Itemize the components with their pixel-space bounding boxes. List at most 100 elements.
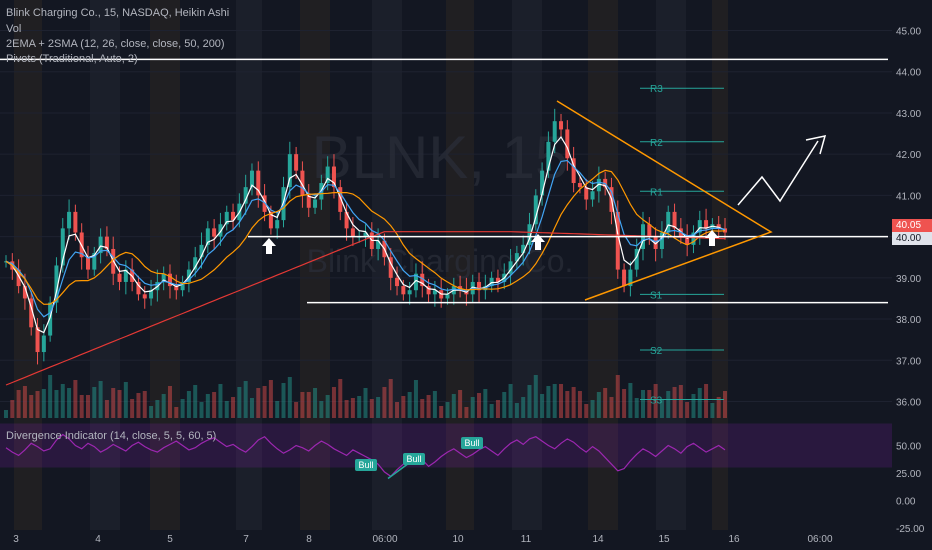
volume-bar-103 [653, 384, 658, 418]
divergence-legend[interactable]: Divergence Indicator (14, close, 5, 5, 6… [6, 430, 217, 442]
pivots-legend[interactable]: Pivots (Traditional, Auto, 2) [6, 53, 138, 65]
pivot-label-R2: R2 [650, 138, 663, 149]
volume-bar-90 [571, 387, 576, 418]
volume-bar-80 [508, 384, 513, 418]
candle-body-16 [104, 236, 109, 249]
candle-body-2 [16, 269, 21, 287]
candle-body-9 [60, 228, 65, 266]
time-tick-1: 4 [95, 534, 101, 545]
volume-bar-110 [697, 388, 702, 418]
volume-bar-93 [590, 400, 595, 418]
volume-bar-53 [338, 379, 343, 418]
sma200-line [5, 231, 726, 386]
candle-body-83 [527, 224, 532, 245]
volume-bar-77 [489, 404, 494, 418]
volume-bar-99 [628, 383, 633, 418]
pivot-label-R1: R1 [650, 187, 663, 198]
osc-tick-1: 25.00 [896, 469, 921, 480]
volume-bar-111 [704, 384, 709, 418]
symbol-legend[interactable]: Blink Charging Co., 15, NASDAQ, Heikin A… [6, 7, 230, 19]
candle-body-59 [376, 240, 381, 249]
volume-bar-114 [723, 391, 727, 418]
candle-body-77 [489, 277, 494, 287]
candle-body-113 [716, 224, 721, 229]
volume-bar-109 [691, 394, 696, 418]
bull-label-0: Bull [358, 460, 373, 470]
price-tick-2: 43.00 [896, 109, 921, 120]
candle-body-13 [85, 257, 90, 270]
candle-body-53 [338, 187, 343, 212]
candle-body-43 [275, 220, 280, 229]
volume-bar-1 [10, 400, 15, 418]
volume-bar-72 [458, 390, 463, 418]
volume-bar-7 [48, 375, 53, 418]
candle-body-27 [174, 286, 179, 291]
volume-bar-46 [294, 402, 299, 418]
up-arrow-icon-1 [531, 234, 545, 250]
volume-bar-59 [376, 397, 381, 418]
candle-body-45 [287, 154, 292, 188]
volume-bar-23 [149, 406, 154, 418]
volume-bar-27 [174, 407, 179, 418]
volume-bar-12 [79, 395, 84, 418]
volume-bar-75 [477, 393, 482, 418]
bull-label-box-0 [355, 459, 377, 471]
volume-bar-96 [609, 397, 614, 418]
volume-bar-10 [67, 388, 72, 418]
volume-bar-106 [672, 387, 677, 418]
volume-bar-36 [231, 397, 236, 418]
candle-body-14 [92, 253, 97, 270]
time-tick-11: 06:00 [807, 534, 832, 545]
candle-body-6 [41, 335, 46, 353]
volume-bar-98 [622, 389, 627, 418]
ema-sma-legend[interactable]: 2EMA + 2SMA (12, 26, close, close, 50, 2… [6, 38, 225, 50]
volume-bar-65 [413, 380, 418, 418]
candle-body-42 [268, 211, 273, 229]
volume-legend[interactable]: Vol [6, 23, 22, 35]
candle-body-82 [521, 244, 526, 254]
candle-body-57 [363, 232, 368, 237]
volume-bar-20 [130, 399, 135, 418]
candle-body-64 [407, 290, 412, 295]
volume-bar-26 [167, 386, 172, 418]
candle-body-85 [540, 170, 545, 196]
osc-tick-0: 50.00 [896, 442, 921, 453]
time-tick-4: 8 [306, 534, 312, 545]
volume-bar-41 [262, 386, 267, 418]
volume-bar-51 [325, 395, 330, 418]
candle-body-103 [653, 236, 658, 249]
ema12-line [5, 135, 726, 334]
candle-body-88 [559, 121, 564, 130]
candle-body-106 [672, 211, 677, 229]
volume-bar-5 [35, 391, 40, 418]
price-tick-3: 42.00 [896, 150, 921, 161]
price-tick-7: 38.00 [896, 315, 921, 326]
price-tick-8: 37.00 [896, 356, 921, 367]
volume-bar-25 [161, 394, 166, 418]
volume-bar-95 [603, 388, 608, 418]
volume-bar-19 [123, 382, 128, 418]
volume-bar-67 [426, 395, 431, 418]
candle-body-86 [546, 141, 551, 171]
candle-body-32 [205, 228, 210, 245]
volume-bar-86 [546, 386, 551, 418]
volume-bar-38 [243, 381, 248, 418]
price-tick-6: 39.00 [896, 274, 921, 285]
time-tick-7: 11 [521, 534, 532, 545]
pivot-label-S3: S3 [650, 395, 663, 406]
candle-body-94 [596, 178, 601, 192]
volume-bar-68 [432, 391, 437, 418]
volume-bar-50 [319, 401, 324, 418]
volume-bar-14 [92, 387, 97, 418]
volume-bar-3 [22, 386, 27, 418]
candle-body-21 [136, 281, 141, 295]
candle-body-81 [514, 253, 519, 262]
candle-body-91 [577, 183, 582, 188]
candle-body-99 [628, 269, 633, 287]
candle-body-39 [249, 170, 254, 188]
volume-bar-87 [552, 384, 557, 418]
volume-bar-32 [205, 394, 210, 418]
candle-body-15 [98, 236, 103, 254]
